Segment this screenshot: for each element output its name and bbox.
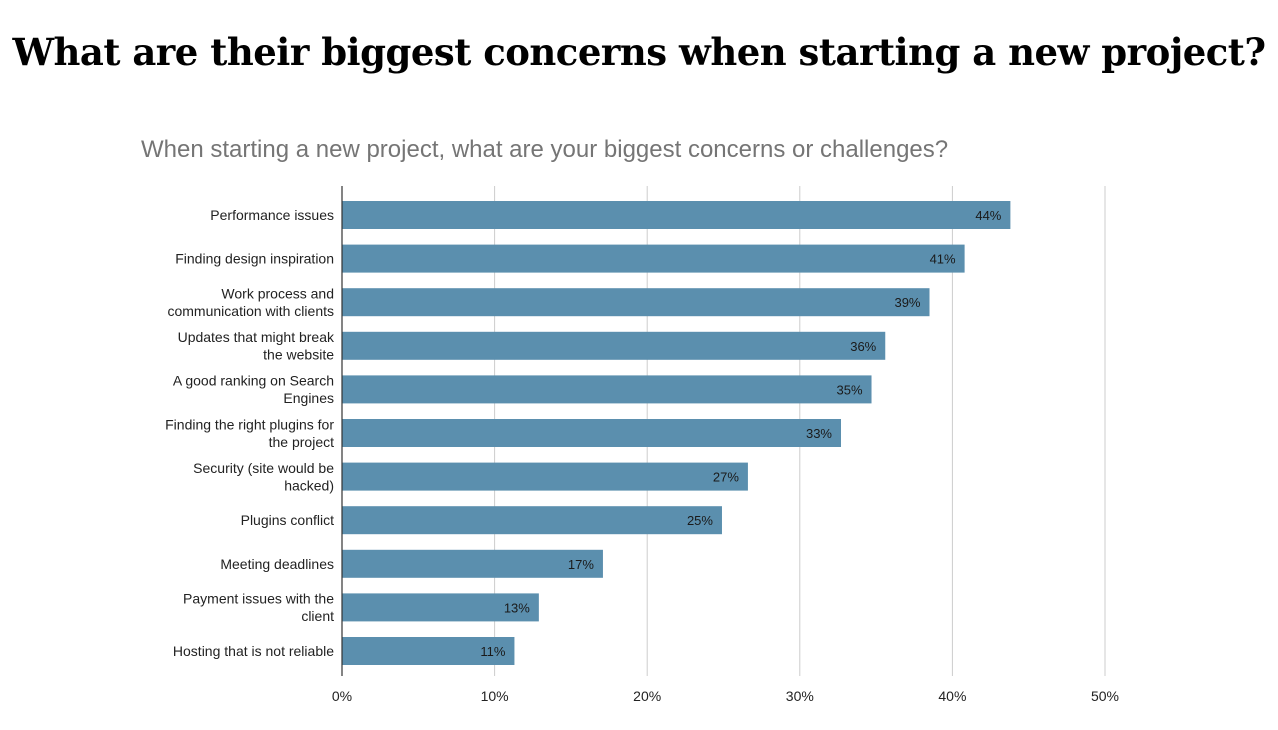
data-label: 17% xyxy=(568,557,594,572)
bar xyxy=(342,637,515,665)
x-tick-label: 0% xyxy=(332,688,352,704)
x-tick-label: 40% xyxy=(938,688,966,704)
category-label: hacked) xyxy=(284,477,334,493)
data-label: 41% xyxy=(930,252,956,267)
category-label: Engines xyxy=(283,390,334,406)
bar xyxy=(342,375,872,404)
category-label: Plugins conflict xyxy=(241,512,334,528)
category-label: communication with clients xyxy=(167,303,334,319)
bar xyxy=(342,201,1011,229)
category-label: Payment issues with the xyxy=(183,591,334,607)
data-label: 25% xyxy=(687,513,713,528)
data-label: 11% xyxy=(480,644,505,659)
x-tick-label: 30% xyxy=(786,688,814,704)
x-axis-tick-labels: 0% 10% 20% 30% 40% 50% xyxy=(332,688,1119,704)
category-label: Finding the right plugins for xyxy=(165,416,334,432)
category-label: client xyxy=(301,608,334,624)
category-label: Hosting that is not reliable xyxy=(173,643,334,659)
bar xyxy=(342,462,748,491)
x-tick-label: 10% xyxy=(481,688,509,704)
bar xyxy=(342,506,722,535)
category-label: Finding design inspiration xyxy=(175,251,334,267)
category-label: Security (site would be xyxy=(193,460,334,476)
data-label: 13% xyxy=(504,600,530,615)
bar xyxy=(342,331,886,360)
bar xyxy=(342,593,539,622)
category-label: A good ranking on Search xyxy=(173,373,334,389)
page-title: What are their biggest concerns when sta… xyxy=(12,30,1266,74)
category-labels: Performance issues Finding design inspira… xyxy=(165,207,335,659)
category-label: Performance issues xyxy=(210,207,334,223)
bars: 44% 41% 39% 36% 35% 33% 27% 25% 17% 13% 11% xyxy=(342,201,1011,665)
category-label: the project xyxy=(269,434,334,450)
category-label: Updates that might break xyxy=(178,329,335,345)
chart-title: When starting a new project, what are yo… xyxy=(141,136,948,163)
data-label: 27% xyxy=(713,470,739,485)
category-label: Work process and xyxy=(221,285,334,301)
bar xyxy=(342,419,842,447)
bar xyxy=(342,244,965,273)
category-label: the website xyxy=(263,347,334,363)
data-label: 44% xyxy=(975,208,1001,223)
data-label: 39% xyxy=(894,295,920,310)
data-label: 33% xyxy=(806,426,832,441)
data-label: 36% xyxy=(850,339,876,354)
data-label: 35% xyxy=(836,382,862,397)
bar xyxy=(342,288,930,317)
category-label: Meeting deadlines xyxy=(220,556,334,572)
x-tick-label: 50% xyxy=(1091,688,1119,704)
bar xyxy=(342,549,603,578)
x-tick-label: 20% xyxy=(633,688,661,704)
